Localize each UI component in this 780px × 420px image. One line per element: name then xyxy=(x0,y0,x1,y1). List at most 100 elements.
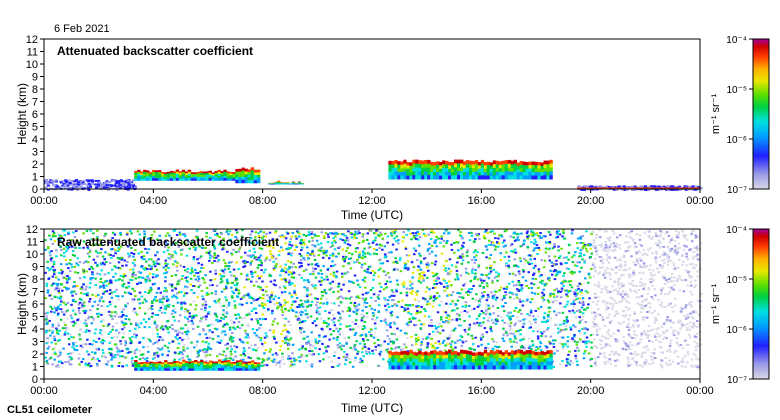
heatmap-cell xyxy=(220,277,223,280)
heatmap-cell xyxy=(187,358,190,361)
heatmap-cell xyxy=(458,339,462,341)
heatmap-cell xyxy=(453,327,457,330)
heatmap-cell xyxy=(517,265,520,268)
heatmap-cell xyxy=(143,291,147,293)
heatmap-cell xyxy=(311,322,315,324)
heatmap-cell xyxy=(172,171,177,174)
heatmap-cell xyxy=(131,300,134,303)
heatmap-cell xyxy=(386,303,390,306)
heatmap-cell xyxy=(236,295,239,298)
heatmap-cell xyxy=(501,164,506,169)
heatmap-cell xyxy=(46,184,50,187)
heatmap-cell xyxy=(307,263,310,266)
heatmap-cell xyxy=(57,322,60,325)
heatmap-cell xyxy=(145,337,149,340)
heatmap-cell xyxy=(259,286,262,289)
heatmap-cell xyxy=(425,286,429,289)
heatmap-cell xyxy=(266,294,269,297)
heatmap-cell xyxy=(372,232,376,235)
heatmap-cell xyxy=(389,311,393,314)
heatmap-cell xyxy=(222,271,226,274)
heatmap-cell xyxy=(59,236,63,239)
heatmap-cell xyxy=(305,305,309,308)
heatmap-cell xyxy=(390,251,393,254)
heatmap-cell xyxy=(508,317,511,319)
heatmap-cell xyxy=(330,232,334,235)
heatmap-cell xyxy=(75,345,78,347)
heatmap-cell xyxy=(64,361,67,363)
heatmap-cell xyxy=(460,167,464,172)
heatmap-cell xyxy=(485,299,489,302)
heatmap-cell xyxy=(388,324,391,327)
heatmap-cell xyxy=(549,175,553,180)
heatmap-cell xyxy=(82,268,85,271)
heatmap-cell xyxy=(501,241,505,244)
heatmap-cell xyxy=(366,291,370,294)
heatmap-cell xyxy=(306,299,309,302)
heatmap-cell xyxy=(271,323,274,326)
heatmap-cell xyxy=(217,243,221,246)
heatmap-cell xyxy=(400,175,404,180)
heatmap-cell xyxy=(505,262,508,265)
heatmap-cell xyxy=(331,313,335,316)
heatmap-cell xyxy=(133,333,136,336)
heatmap-cell xyxy=(186,334,189,337)
heatmap-cell xyxy=(538,248,541,251)
heatmap-cell xyxy=(391,160,395,166)
heatmap-cell xyxy=(517,239,520,242)
heatmap-cell xyxy=(487,343,490,345)
heatmap-cell xyxy=(414,324,418,327)
heatmap-cell xyxy=(434,342,437,344)
heatmap-cell xyxy=(310,365,314,368)
heatmap-cell xyxy=(294,266,297,269)
heatmap-cell xyxy=(421,229,425,231)
heatmap-cell xyxy=(435,235,438,238)
heatmap-cell xyxy=(417,233,421,235)
heatmap-cell xyxy=(495,160,500,165)
heatmap-cell xyxy=(261,280,264,283)
heatmap-cell xyxy=(521,304,525,307)
heatmap-cell xyxy=(144,280,148,283)
heatmap-cell xyxy=(300,238,303,241)
heatmap-cell xyxy=(109,340,112,343)
heatmap-cell xyxy=(409,165,413,170)
heatmap-cell xyxy=(55,287,58,290)
heatmap-cell xyxy=(269,348,272,351)
heatmap-cell xyxy=(348,324,352,327)
heatmap-cell xyxy=(250,302,253,304)
heatmap-cell xyxy=(86,261,90,264)
heatmap-cell xyxy=(583,188,586,191)
heatmap-cell xyxy=(367,271,370,274)
heatmap-cell xyxy=(166,300,169,302)
heatmap-cell xyxy=(534,240,538,243)
heatmap-cell xyxy=(556,271,559,273)
heatmap-cell xyxy=(66,317,69,320)
heatmap-cell xyxy=(460,310,463,313)
heatmap-cell xyxy=(226,280,229,283)
heatmap-cell xyxy=(285,281,288,283)
heatmap-cell xyxy=(107,272,110,275)
heatmap-cell xyxy=(268,244,272,247)
heatmap-cell xyxy=(519,346,523,349)
heatmap-cell xyxy=(462,172,467,177)
heatmap-cell xyxy=(163,272,166,275)
heatmap-cell xyxy=(72,185,76,188)
heatmap-cell xyxy=(346,325,350,328)
heatmap-cell xyxy=(445,160,449,166)
heatmap-cell xyxy=(130,252,133,254)
heatmap-cell xyxy=(309,293,313,296)
heatmap-cell xyxy=(62,182,66,185)
heatmap-cell xyxy=(328,328,332,331)
heatmap-cell xyxy=(422,279,425,282)
heatmap-cell xyxy=(414,249,418,252)
heatmap-cell xyxy=(489,172,494,177)
heatmap-cell xyxy=(234,279,237,282)
heatmap-cell xyxy=(449,270,453,273)
heatmap-cell xyxy=(564,328,568,331)
heatmap-cell xyxy=(127,281,130,284)
heatmap-cell xyxy=(224,333,227,336)
heatmap-cell xyxy=(432,296,436,299)
heatmap-cell xyxy=(419,268,423,271)
heatmap-cell xyxy=(56,307,59,310)
heatmap-cell xyxy=(377,269,381,272)
